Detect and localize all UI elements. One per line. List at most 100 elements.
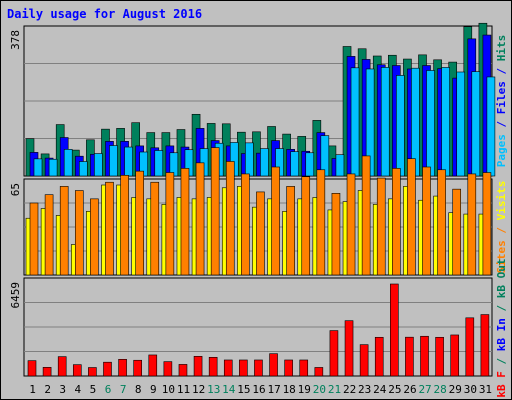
- kb-bar-kb-f: [133, 359, 142, 377]
- visits-bar-sites: [135, 170, 144, 276]
- visits-bar-sites: [407, 158, 416, 276]
- kb-bar-kb-f: [374, 336, 384, 377]
- x-tick-label: 17: [267, 383, 280, 396]
- visits-bar-sites: [346, 173, 356, 276]
- x-tick-label: 16: [252, 383, 265, 396]
- x-tick-label: 4: [75, 383, 82, 396]
- x-tick-label: 30: [464, 383, 477, 396]
- x-tick-label: 9: [150, 383, 157, 396]
- hits-bar-pages: [109, 145, 118, 177]
- visits-bar-sites: [180, 168, 190, 276]
- kb-bar-kb-f: [163, 361, 173, 377]
- visits-bar-sites: [90, 198, 99, 276]
- x-tick-label: 13: [207, 383, 220, 396]
- kb-bar-kb-f: [299, 359, 309, 377]
- visits-ylabel: Sites / Visits: [495, 181, 508, 274]
- hits-bar-pages: [380, 67, 390, 177]
- x-tick-label: 2: [44, 383, 51, 396]
- kb-bar-kb-f: [148, 354, 158, 377]
- kb-bar-kb-f: [239, 359, 248, 377]
- visits-bar-sites: [452, 188, 462, 276]
- hits-bar-pages: [290, 151, 299, 177]
- kb-bar-kb-f: [178, 364, 188, 377]
- kb-bar-kb-f: [72, 364, 82, 377]
- x-tick-label: 11: [177, 383, 190, 396]
- kb-bar-kb-f: [435, 336, 444, 377]
- hits-ylabel: Pages / Files / Hits: [495, 35, 508, 168]
- hits-bar-pages: [305, 152, 315, 177]
- visits-panel: 65 Sites / Visits: [9, 147, 508, 276]
- kb-bar-kb-f: [314, 367, 324, 377]
- x-tick-label: 10: [162, 383, 175, 396]
- kb-bar-kb-f: [329, 330, 339, 377]
- kb-bar-kb-f: [359, 344, 369, 377]
- hits-bar-pages: [456, 71, 466, 177]
- hits-bar-pages: [33, 158, 43, 177]
- kb-ymax-label: 6459: [9, 282, 22, 309]
- visits-bar-sites: [392, 168, 401, 276]
- x-tick-label: 24: [373, 383, 387, 396]
- visits-bar-sites: [150, 181, 160, 276]
- hits-bar-pages: [48, 158, 58, 177]
- hits-bar-pages: [350, 67, 360, 177]
- hits-bar-pages: [154, 150, 164, 177]
- x-tick-label: 21: [328, 383, 341, 396]
- kb-bar-kb-f: [254, 359, 263, 377]
- x-tick-label: 19: [298, 383, 311, 396]
- kb-bar-kb-f: [465, 317, 475, 377]
- x-tick-label: 7: [120, 383, 127, 396]
- kb-bar-kb-f: [57, 356, 67, 377]
- hits-bar-pages: [63, 149, 73, 177]
- x-tick-label: 8: [135, 383, 142, 396]
- visits-bar-sites: [437, 169, 446, 276]
- visits-bar-sites: [241, 173, 250, 276]
- visits-bar-sites: [271, 166, 280, 276]
- x-tick-label: 12: [192, 383, 205, 396]
- visits-bar-sites: [256, 191, 265, 276]
- visits-bar-sites: [467, 173, 477, 276]
- x-tick-label: 5: [90, 383, 97, 396]
- visits-bar-sites: [331, 193, 341, 276]
- x-tick-label: 25: [388, 383, 401, 396]
- visits-bar-sites: [316, 169, 326, 276]
- kb-bar-kb-f: [103, 361, 112, 377]
- visits-bar-sites: [482, 172, 492, 276]
- x-axis-labels: 1 2 3 4 5 6 7 8 9 10 11 12 13 14 15 16 17 18 19 20 21 22 23 24 2…: [29, 383, 492, 396]
- visits-bar-sites: [165, 172, 175, 276]
- x-tick-label: 15: [237, 383, 250, 396]
- kb-bar-kb-f: [193, 356, 203, 377]
- chart-title: Daily usage for August 2016: [7, 7, 202, 21]
- hits-bar-pages: [245, 142, 254, 177]
- x-tick-label: 29: [449, 383, 462, 396]
- visits-bar-sites: [74, 190, 84, 276]
- visits-bar-sites: [376, 177, 386, 276]
- hits-panel: 378 Pages / Files / Hits: [9, 22, 508, 177]
- visits-bar-sites: [29, 202, 39, 276]
- kb-bar-kb-f: [480, 314, 490, 377]
- visits-ymax-label: 65: [9, 183, 22, 196]
- kb-bar-kb-f: [223, 359, 233, 377]
- kb-bar-kb-f: [284, 359, 293, 377]
- kb-panel: 6459 kB F / kB In / kB Out: [9, 258, 508, 397]
- kb-bar-kb-f: [390, 283, 399, 377]
- visits-bar-sites: [361, 155, 371, 276]
- hits-bar-pages: [426, 70, 435, 177]
- x-tick-label: 31: [479, 383, 492, 396]
- hits-bar-pages: [124, 146, 133, 177]
- x-tick-label: 22: [343, 383, 356, 396]
- visits-bar-sites: [120, 175, 129, 276]
- visits-bar-sites: [105, 181, 114, 276]
- hits-bar-pages: [94, 153, 103, 177]
- kb-ylabel: kB F / kB In / kB Out: [495, 258, 508, 397]
- visits-bar-sites: [210, 147, 220, 276]
- hits-bar-pages: [441, 67, 450, 177]
- visits-bar-sites: [59, 186, 69, 276]
- kb-bar-kb-f: [118, 359, 127, 377]
- x-tick-label: 20: [313, 383, 326, 396]
- x-tick-label: 28: [434, 383, 447, 396]
- x-tick-label: 27: [418, 383, 431, 396]
- kb-bar-kb-f: [344, 320, 354, 377]
- hits-bar-pages: [335, 154, 345, 177]
- visits-bar-sites: [422, 166, 431, 276]
